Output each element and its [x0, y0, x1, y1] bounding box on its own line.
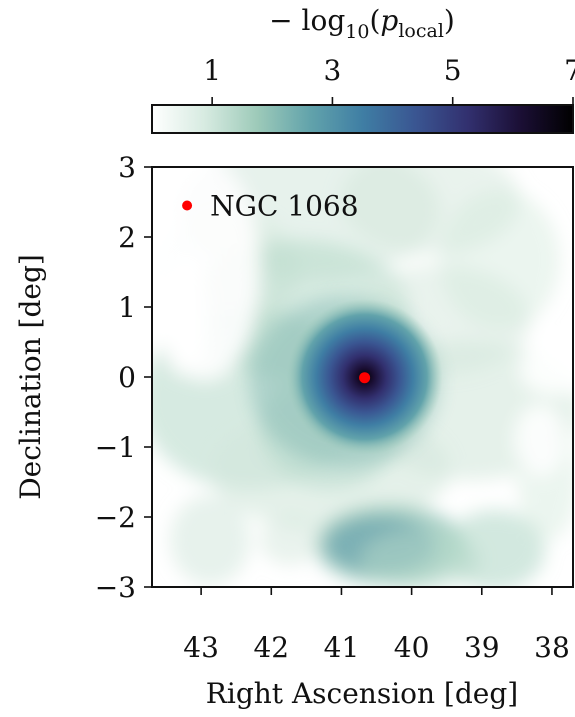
annotation-label: NGC 1068: [210, 190, 358, 223]
y-tick-label: 2: [118, 221, 136, 254]
colorbar-tick-label: 7: [564, 54, 575, 87]
y-tick-label: 1: [118, 291, 136, 324]
x-tick-label: 41: [324, 631, 360, 664]
colorbar-bar: [151, 104, 574, 134]
x-tick-label: 40: [394, 631, 430, 664]
x-tick-label: 43: [183, 631, 219, 664]
colorbar-tick-label: 3: [324, 54, 342, 87]
y-tick-label: 3: [118, 151, 136, 184]
x-axis-label: Right Ascension [deg]: [206, 677, 518, 710]
x-tick-label: 42: [253, 631, 289, 664]
y-tick-label: −3: [95, 571, 136, 604]
ngc1068-source-marker: [359, 372, 371, 384]
y-tick-label: −1: [95, 431, 136, 464]
colorbar: − log10(plocal) 1 3 5 7: [151, 4, 575, 134]
x-tick-label: 38: [534, 631, 570, 664]
x-axis-ticks: 43 42 41 40 39 38: [183, 587, 570, 664]
y-axis-label: Declination [deg]: [14, 254, 47, 500]
y-tick-label: −2: [95, 501, 136, 534]
colorbar-ticks: [211, 97, 574, 105]
y-axis-ticks: 3 2 1 0 −1 −2 −3: [95, 151, 152, 604]
colorbar-tick-label: 1: [203, 54, 221, 87]
annotation-marker: [182, 200, 193, 211]
colorbar-tick-label: 5: [444, 54, 462, 87]
x-tick-label: 39: [464, 631, 500, 664]
y-tick-label: 0: [118, 361, 136, 394]
colorbar-label: − log10(plocal): [269, 4, 455, 43]
colorbar-tick-labels: 1 3 5 7: [203, 54, 575, 87]
